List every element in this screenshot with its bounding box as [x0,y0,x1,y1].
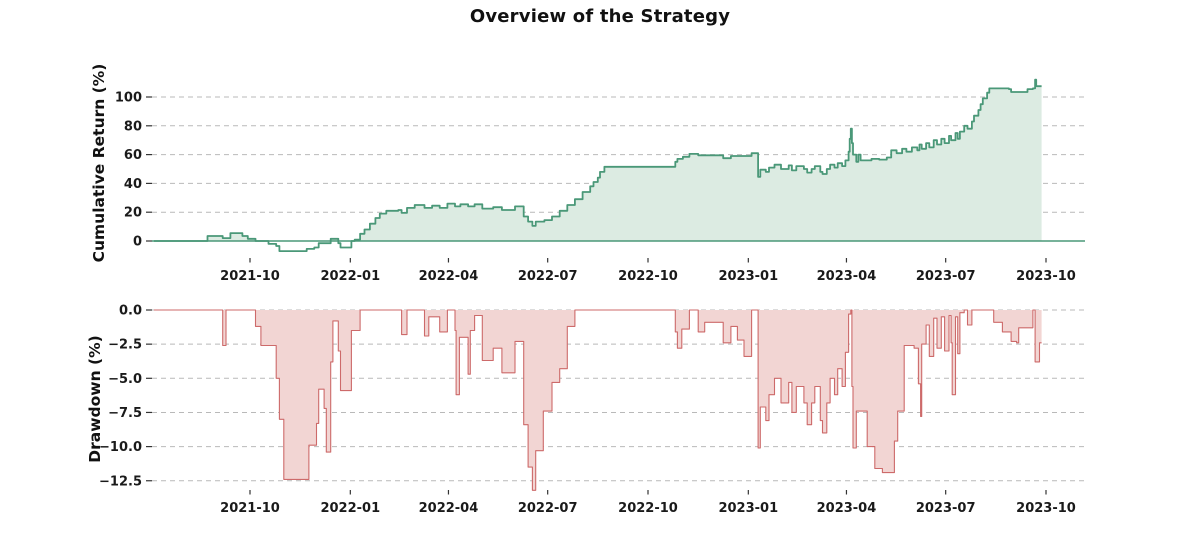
y-tick-label: 100 [115,91,142,106]
x-tick-label: 2023-01 [718,501,778,516]
x-tick-label: 2022-07 [518,501,578,516]
y-tick-label: 40 [124,177,142,192]
drawdown-axis-label: Drawdown (%) [86,335,104,462]
y-tick-label: 0 [133,235,142,250]
y-tick-label: −12.5 [99,474,142,489]
x-tick-label: 2022-01 [320,501,380,516]
x-tick-label: 2022-07 [518,269,578,284]
x-tick-label: 2023-10 [1016,269,1076,284]
y-tick-label: −2.5 [108,338,142,353]
x-tick-label: 2023-07 [916,269,976,284]
cumulative-return-axis-label: Cumulative Return (%) [90,64,108,263]
cumulative-return-fill [154,79,1042,241]
drawdown-fill [154,310,1042,491]
x-tick-label: 2022-04 [419,269,479,284]
x-tick-label: 2022-10 [618,501,678,516]
cumulative-return-line [154,78,1042,252]
y-tick-label: 0.0 [119,304,142,319]
x-tick-label: 2023-07 [916,501,976,516]
cumulative-return-chart: 0 20 40 60 80 100 2021-10 2022-01 2022-04 2022-07… [115,78,1085,284]
drawdown-line [154,309,1042,491]
x-tick-label: 2022-10 [618,269,678,284]
x-tick-label: 2022-04 [419,501,479,516]
y-tick-label: −5.0 [108,372,142,387]
x-tick-label: 2023-10 [1016,501,1076,516]
y-tick-label: −10.0 [99,440,142,455]
y-tick-label: −7.5 [108,406,142,421]
x-tick-label: 2021-10 [220,501,280,516]
x-tick-label: 2023-01 [718,269,778,284]
x-tick-label: 2023-04 [817,501,877,516]
x-tick-label: 2022-01 [320,269,380,284]
x-tick-label: 2023-04 [817,269,877,284]
y-tick-label: 80 [124,119,142,134]
y-tick-label: 20 [124,206,142,221]
x-tick-label: 2021-10 [220,269,280,284]
drawdown-chart: 0.0 −2.5 −5.0 −7.5 −10.0 −12.5 2021-10 2022-01 2… [99,304,1085,516]
y-tick-label: 60 [124,148,142,163]
figure-title: Overview of the Strategy [469,6,731,27]
